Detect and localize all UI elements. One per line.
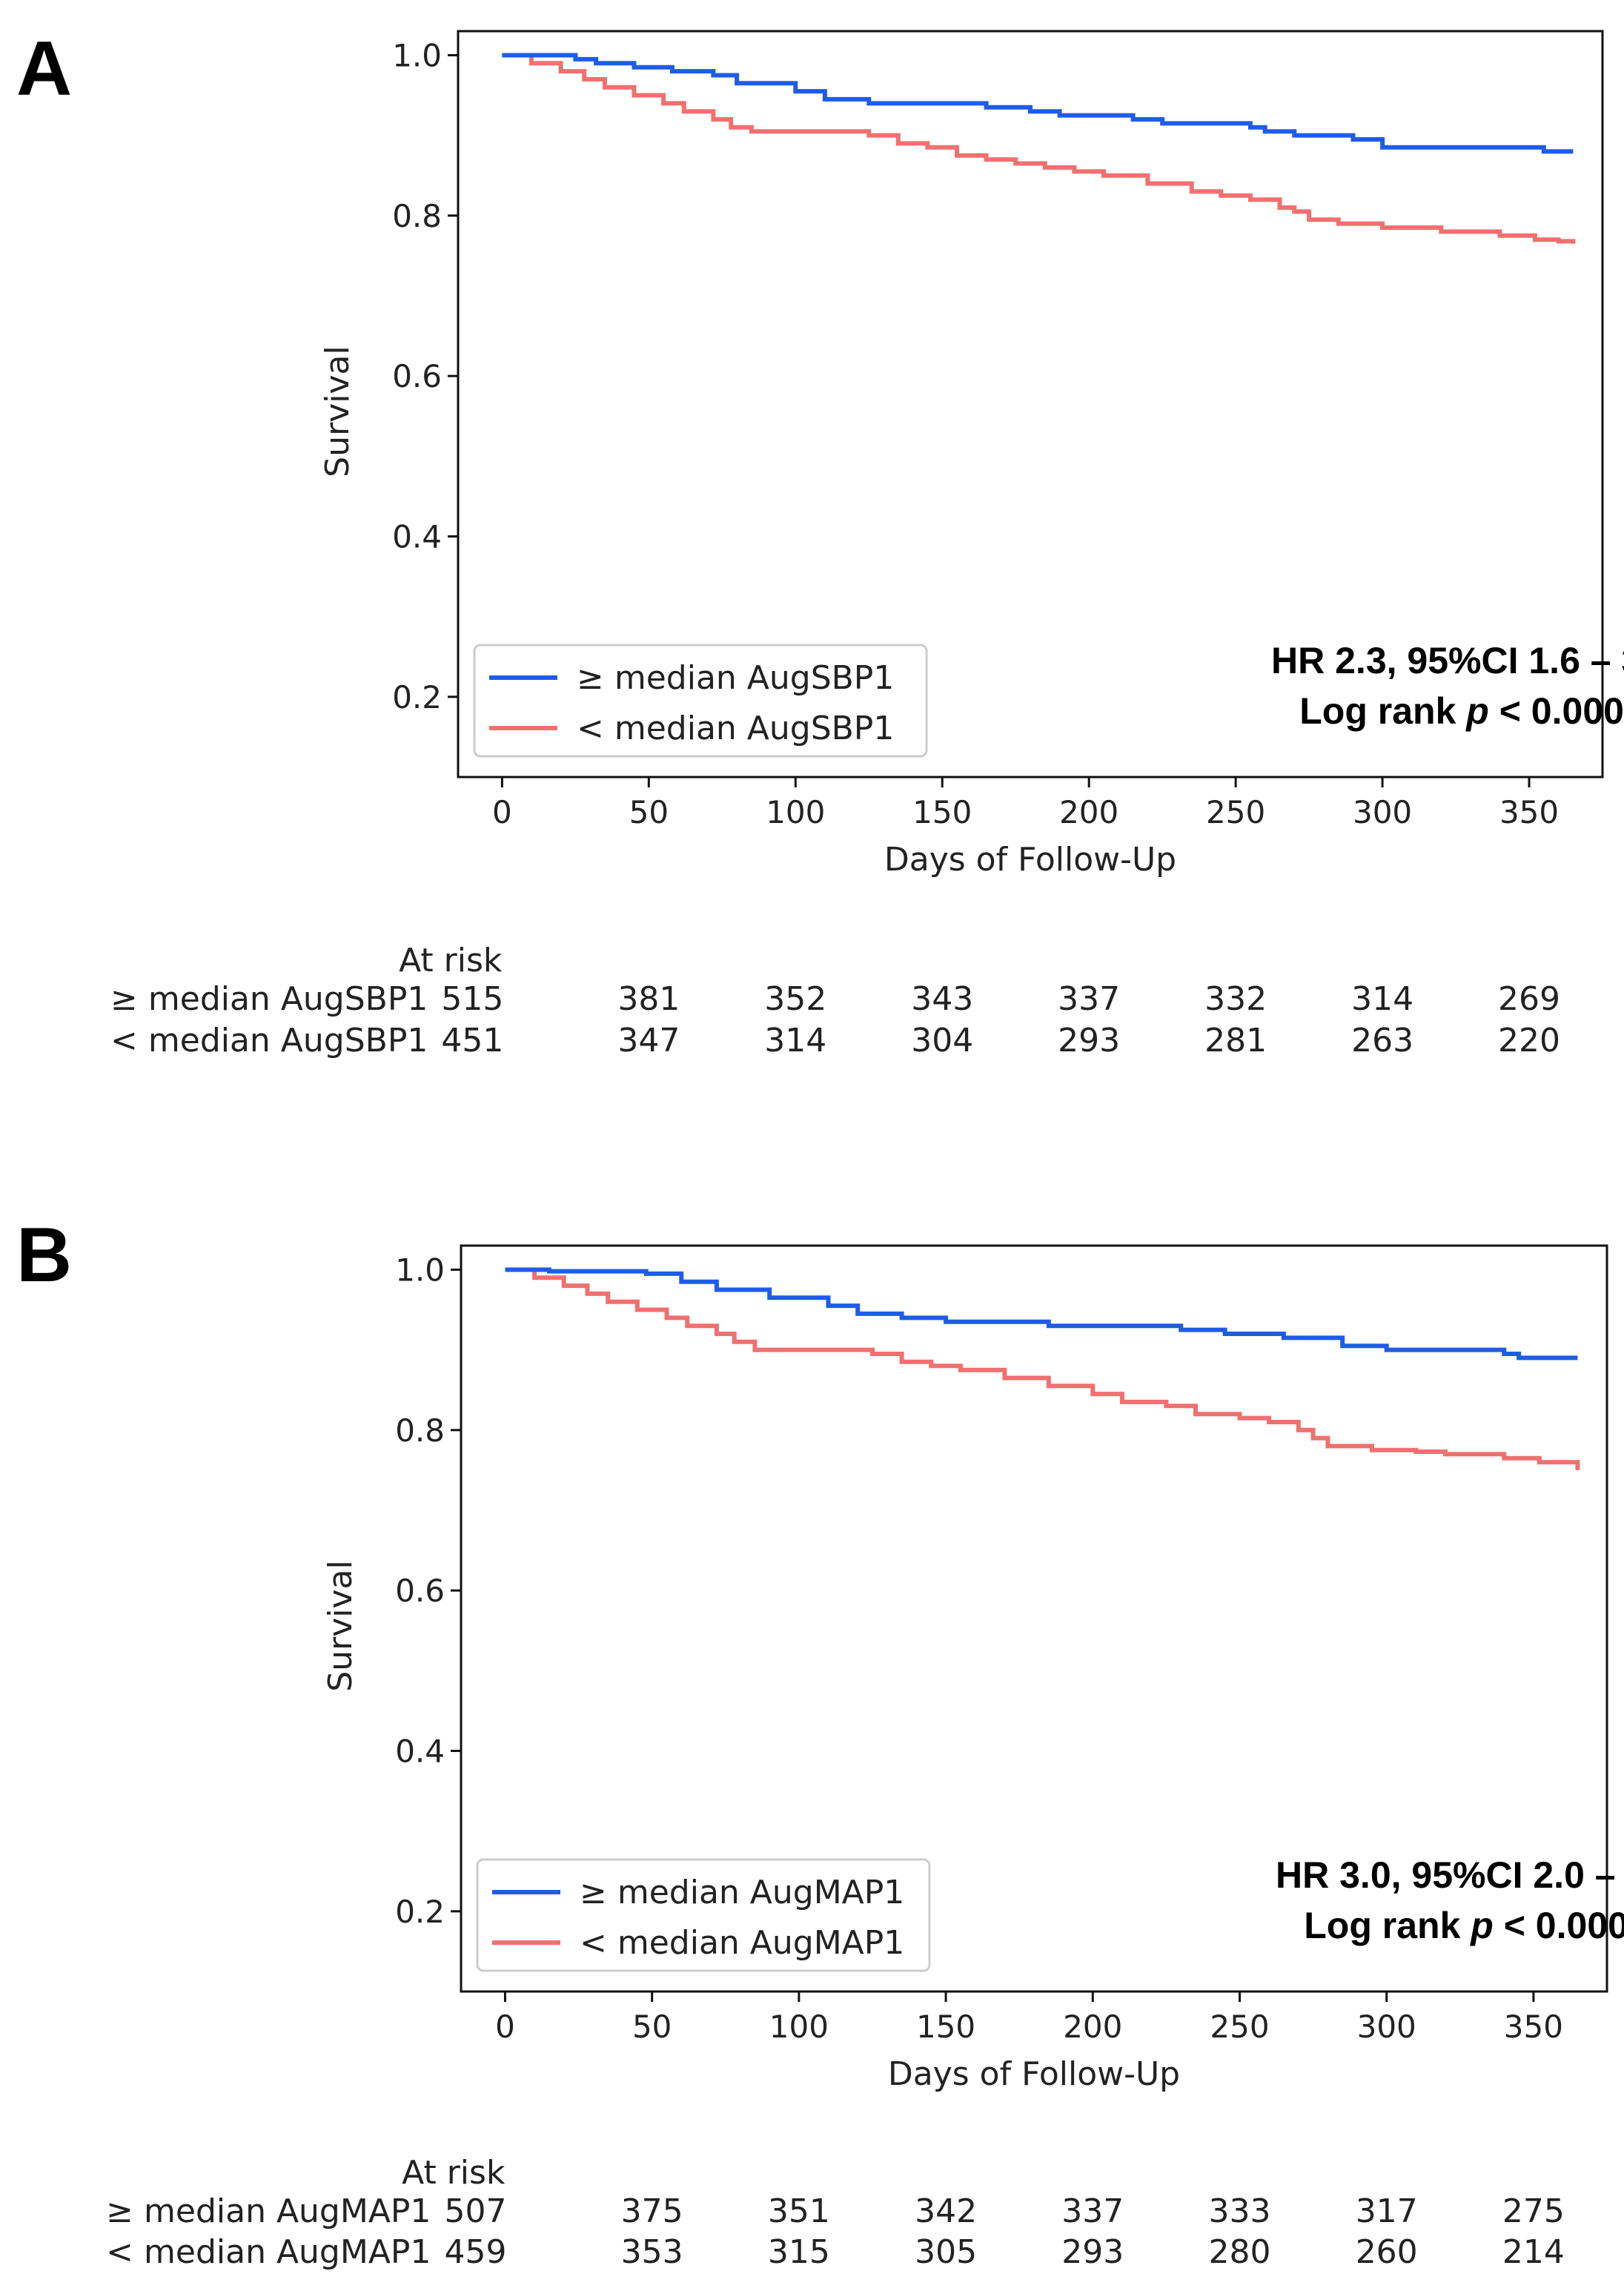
at-risk-value: 293 bbox=[1058, 1022, 1120, 1060]
at-risk-value: 381 bbox=[617, 980, 680, 1018]
y-tick-label: 0.4 bbox=[395, 1733, 445, 1769]
x-tick-label: 200 bbox=[1059, 794, 1118, 830]
survival-curve-above-median bbox=[505, 1267, 1578, 1361]
at-risk-value: 515 bbox=[441, 980, 503, 1018]
y-tick-label: 0.2 bbox=[392, 679, 442, 715]
legend-label: ≥ median AugSBP1 bbox=[577, 659, 894, 697]
legend-label: < median AugSBP1 bbox=[577, 710, 894, 747]
x-tick-label: 200 bbox=[1063, 2009, 1122, 2045]
at-risk-value: 280 bbox=[1208, 2233, 1270, 2271]
y-axis-label: Survival bbox=[322, 1560, 359, 1691]
at-risk-value: 353 bbox=[621, 2233, 683, 2271]
y-tick-label: 1.0 bbox=[392, 37, 442, 73]
panel-a: A 0.2 0.4 0.6 0.8 1.0 0 50 100 150 200 250 300 350 Day… bbox=[16, 26, 1624, 1060]
x-tick-label: 100 bbox=[766, 794, 825, 830]
legend-box bbox=[476, 1858, 931, 1972]
survival-curve-above-median bbox=[502, 53, 1574, 154]
legend-label: ≥ median AugMAP1 bbox=[580, 1874, 904, 1911]
x-tick-label: 0 bbox=[492, 794, 512, 830]
x-tick-label: 300 bbox=[1357, 2009, 1416, 2045]
survival-curve-below-median bbox=[505, 1267, 1580, 1470]
at-risk-value: 305 bbox=[915, 2233, 977, 2271]
at-risk-row-label: < median AugMAP1 bbox=[106, 2233, 431, 2271]
y-tick-label: 0.6 bbox=[395, 1573, 445, 1609]
log-rank-text: Log rank p < 0.0001 bbox=[1304, 1905, 1624, 1946]
at-risk-value: 315 bbox=[768, 2233, 830, 2271]
at-risk-value: 459 bbox=[444, 2233, 506, 2271]
panel-b: B 0.2 0.4 0.6 0.8 1.0 0 50 100 150 200 250 300 350 Day… bbox=[16, 1212, 1624, 2271]
at-risk-value: 351 bbox=[768, 2192, 830, 2230]
at-risk-value: 333 bbox=[1208, 2192, 1270, 2230]
at-risk-value: 347 bbox=[617, 1022, 680, 1060]
at-risk-value: 220 bbox=[1498, 1022, 1560, 1060]
x-tick-label: 150 bbox=[916, 2009, 975, 2045]
at-risk-value: 314 bbox=[764, 1022, 826, 1060]
at-risk-value: 342 bbox=[915, 2192, 977, 2230]
at-risk-value: 314 bbox=[1351, 980, 1413, 1018]
at-risk-value: 269 bbox=[1498, 980, 1560, 1018]
at-risk-value: 375 bbox=[621, 2192, 683, 2230]
x-tick-label: 50 bbox=[629, 794, 669, 830]
y-tick-label: 1.0 bbox=[395, 1252, 445, 1288]
at-risk-value: 263 bbox=[1351, 1022, 1413, 1060]
panel-label: B bbox=[16, 1212, 72, 1298]
y-tick-label: 0.8 bbox=[392, 198, 442, 234]
x-tick-label: 350 bbox=[1504, 2009, 1563, 2045]
plot-frame bbox=[457, 30, 1604, 779]
at-risk-value: 293 bbox=[1061, 2233, 1124, 2271]
legend-box bbox=[473, 644, 928, 758]
at-risk-title: At risk bbox=[399, 942, 503, 979]
at-risk-value: 343 bbox=[911, 980, 973, 1018]
survival-curve-below-median bbox=[502, 53, 1576, 244]
y-tick-label: 0.8 bbox=[395, 1412, 445, 1449]
panel-label: A bbox=[16, 26, 72, 112]
at-risk-row-label: ≥ median AugMAP1 bbox=[106, 2192, 431, 2230]
plot-frame bbox=[460, 1244, 1608, 1993]
y-tick-label: 0.6 bbox=[392, 358, 442, 394]
x-tick-label: 150 bbox=[912, 794, 972, 830]
x-tick-label: 250 bbox=[1206, 794, 1265, 830]
y-axis-label: Survival bbox=[319, 346, 357, 477]
at-risk-row-label: ≥ median AugSBP1 bbox=[110, 980, 428, 1018]
at-risk-title: At risk bbox=[402, 2154, 506, 2192]
hazard-ratio-text: HR 2.3, 95%CI 1.6 – 3.4 bbox=[1271, 640, 1624, 681]
x-axis-label: Days of Follow-Up bbox=[884, 841, 1176, 879]
at-risk-value: 281 bbox=[1204, 1022, 1267, 1060]
x-axis-label: Days of Follow-Up bbox=[888, 2055, 1180, 2093]
at-risk-row-label: < median AugSBP1 bbox=[110, 1022, 428, 1060]
y-tick-label: 0.4 bbox=[392, 518, 442, 555]
at-risk-value: 337 bbox=[1061, 2192, 1124, 2230]
x-tick-label: 300 bbox=[1353, 794, 1412, 830]
at-risk-value: 352 bbox=[764, 980, 826, 1018]
x-tick-label: 50 bbox=[632, 2009, 672, 2045]
hazard-ratio-text: HR 3.0, 95%CI 2.0 – 4.5 bbox=[1276, 1854, 1624, 1896]
legend-label: < median AugMAP1 bbox=[580, 1924, 904, 1962]
at-risk-value: 451 bbox=[441, 1022, 503, 1060]
y-tick-label: 0.2 bbox=[395, 1894, 445, 1930]
x-tick-label: 350 bbox=[1499, 794, 1559, 830]
at-risk-value: 260 bbox=[1356, 2233, 1418, 2271]
at-risk-value: 304 bbox=[911, 1022, 973, 1060]
log-rank-text: Log rank p < 0.0001 bbox=[1299, 690, 1624, 732]
x-tick-label: 250 bbox=[1210, 2009, 1269, 2045]
x-tick-label: 100 bbox=[769, 2009, 829, 2045]
at-risk-value: 317 bbox=[1356, 2192, 1418, 2230]
at-risk-value: 332 bbox=[1204, 980, 1267, 1018]
at-risk-value: 214 bbox=[1502, 2233, 1565, 2271]
at-risk-value: 507 bbox=[444, 2192, 506, 2230]
at-risk-value: 337 bbox=[1058, 980, 1120, 1018]
x-tick-label: 0 bbox=[495, 2009, 515, 2045]
at-risk-value: 275 bbox=[1502, 2192, 1565, 2230]
